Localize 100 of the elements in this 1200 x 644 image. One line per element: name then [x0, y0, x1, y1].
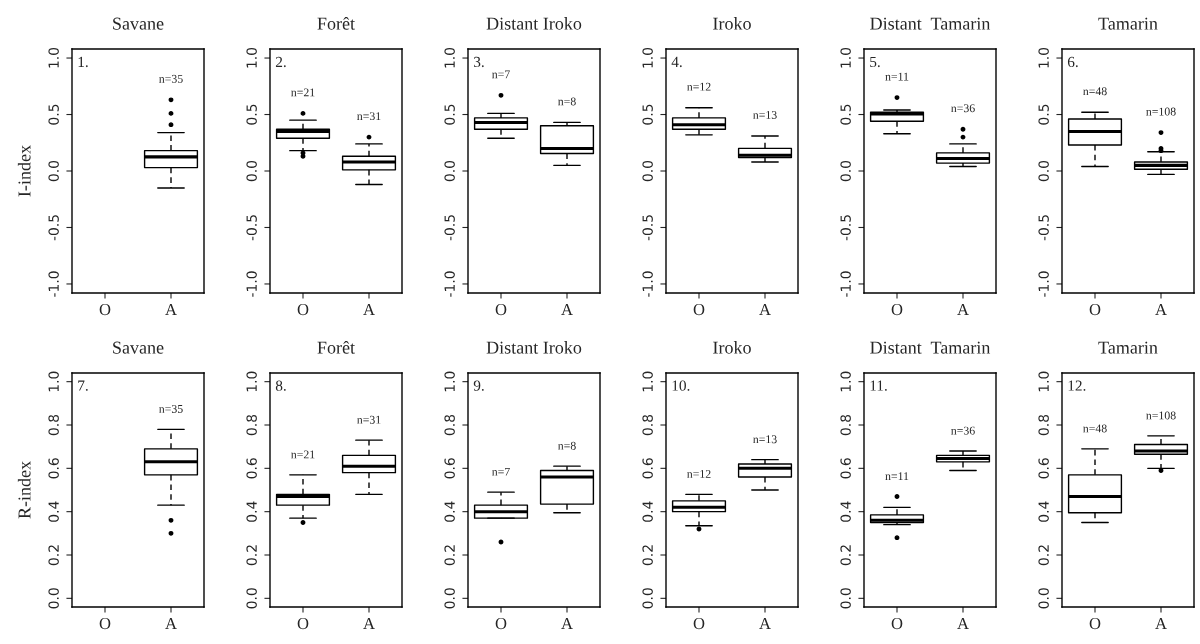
- y-tick-label: 0.0: [1038, 588, 1049, 609]
- x-tick-label: O: [891, 617, 903, 630]
- y-tick-label: -0.5: [1038, 215, 1049, 241]
- y-tick-label: 1.0: [1038, 371, 1049, 392]
- annotation: n=7: [492, 70, 510, 79]
- annotation: n=21: [291, 450, 315, 459]
- annotation: 8.: [275, 380, 286, 391]
- y-tick-label: 0.8: [246, 414, 257, 436]
- chart-title: Iroko: [713, 341, 751, 354]
- y-tick-label: 1.0: [48, 47, 59, 68]
- y-tick-label: 0.0: [48, 160, 59, 182]
- y-tick-label: 0.2: [48, 545, 59, 566]
- y-axis-title: R-index: [17, 461, 31, 519]
- annotation: 5.: [870, 56, 880, 68]
- annotation: n=35: [159, 74, 183, 83]
- x-tick-label: A: [561, 303, 573, 315]
- y-tick-label: 0.6: [1038, 458, 1049, 479]
- annotation: n=7: [492, 467, 510, 476]
- y-tick-label: 1.0: [444, 47, 455, 68]
- annotation: 3.: [474, 56, 484, 68]
- y-tick-label: -1.0: [444, 271, 455, 297]
- x-tick-label: A: [957, 617, 969, 629]
- y-tick-label: 1.0: [246, 371, 257, 392]
- y-axis-title: I-index: [17, 145, 31, 197]
- y-tick-label: 0.0: [444, 588, 455, 609]
- y-tick-label: 0.8: [642, 414, 653, 436]
- x-tick-label: A: [957, 303, 969, 315]
- chart-title: Forêt: [317, 340, 355, 354]
- y-tick-label: -0.5: [642, 215, 653, 241]
- y-tick-label: 0.5: [444, 104, 455, 125]
- y-tick-label: 0.6: [48, 458, 59, 479]
- annotation: n=36: [951, 426, 975, 435]
- y-tick-label: 0.8: [1038, 414, 1049, 436]
- annotation: 4.: [671, 56, 682, 68]
- y-tick-label: 1.0: [246, 47, 257, 68]
- chart-title: Distant Tamarin: [870, 341, 991, 354]
- y-tick-label: 0.5: [642, 104, 653, 125]
- y-tick-label: 0.2: [1038, 545, 1049, 566]
- annotation: 11.: [870, 380, 887, 391]
- y-tick-label: 0.8: [48, 414, 59, 436]
- y-tick-label: 1.0: [642, 371, 653, 392]
- y-tick-label: 0.5: [48, 104, 59, 125]
- y-tick-label: 0.0: [444, 160, 455, 182]
- x-tick-label: O: [693, 303, 705, 316]
- x-tick-label: A: [363, 303, 375, 315]
- chart-title: Tamarin: [1098, 341, 1158, 354]
- x-tick-label: A: [363, 617, 375, 629]
- x-tick-label: A: [759, 617, 771, 629]
- y-tick-label: 0.6: [444, 458, 455, 479]
- y-tick-label: 0.5: [1038, 104, 1049, 125]
- y-tick-label: 0.8: [840, 414, 851, 436]
- y-tick-label: 0.8: [444, 414, 455, 436]
- annotation: n=48: [1083, 424, 1107, 433]
- y-tick-label: 0.2: [840, 545, 851, 566]
- y-tick-label: 0.4: [444, 501, 455, 522]
- annotation: 1.: [78, 56, 88, 68]
- y-tick-label: 0.6: [642, 458, 653, 479]
- y-tick-label: 0.5: [840, 104, 851, 125]
- annotation: n=48: [1083, 87, 1107, 96]
- y-tick-label: 1.0: [1038, 47, 1049, 68]
- x-tick-label: O: [297, 303, 309, 316]
- annotation: n=31: [357, 112, 381, 121]
- y-tick-label: 0.0: [246, 588, 257, 609]
- y-tick-label: 0.6: [840, 458, 851, 479]
- y-tick-label: 0.0: [642, 588, 653, 609]
- x-tick-label: O: [99, 303, 111, 316]
- y-tick-label: -1.0: [840, 271, 851, 297]
- y-tick-label: 1.0: [642, 47, 653, 68]
- annotation: n=11: [885, 472, 909, 480]
- annotation: n=36: [951, 104, 975, 113]
- annotation: n=8: [558, 97, 576, 106]
- annotation: n=12: [687, 82, 711, 91]
- chart-title: Savane: [113, 341, 164, 354]
- y-tick-label: 0.0: [642, 160, 653, 182]
- annotation: 10.: [672, 380, 690, 391]
- chart-title: Iroko: [713, 17, 751, 30]
- y-tick-label: -1.0: [246, 271, 257, 297]
- annotation: n=13: [753, 111, 777, 119]
- y-tick-label: 0.4: [840, 501, 851, 522]
- annotation: 6.: [1067, 56, 1078, 68]
- annotation: n=108: [1146, 107, 1176, 116]
- y-tick-label: 0.2: [444, 545, 455, 566]
- y-tick-label: -0.5: [444, 215, 455, 241]
- x-tick-label: A: [165, 303, 177, 315]
- y-tick-label: 0.4: [1038, 501, 1049, 522]
- y-tick-label: 1.0: [48, 371, 59, 392]
- annotation: n=35: [159, 404, 183, 413]
- x-tick-label: A: [759, 303, 771, 315]
- y-tick-label: 0.0: [840, 160, 851, 182]
- y-tick-label: 1.0: [840, 47, 851, 68]
- x-tick-label: O: [99, 617, 111, 630]
- x-tick-label: O: [891, 303, 903, 316]
- y-tick-label: -1.0: [1038, 271, 1049, 297]
- annotation: n=13: [753, 435, 777, 444]
- annotation: n=21: [291, 88, 315, 97]
- x-tick-label: O: [1089, 617, 1101, 630]
- chart-title: Tamarin: [1098, 17, 1158, 30]
- y-tick-label: 0.2: [642, 545, 653, 566]
- y-tick-label: 0.0: [48, 588, 59, 609]
- annotation: n=108: [1146, 411, 1176, 420]
